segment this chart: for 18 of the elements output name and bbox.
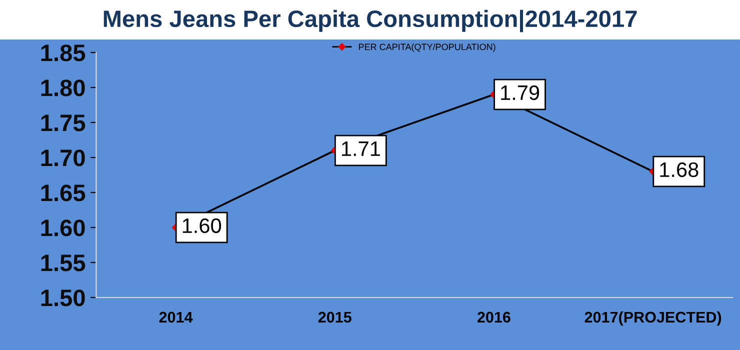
x-tick-label: 2015: [318, 312, 352, 323]
text: 1.85: [41, 44, 86, 62]
text: 1.70: [41, 150, 85, 166]
text: 1.75: [41, 114, 86, 132]
data-label: 1.71: [342, 142, 380, 156]
data-label: 1.68: [660, 162, 698, 178]
x-tick-label: 2017(PROJECTED): [584, 311, 722, 326]
chart-title: Mens Jeans Per Capita Consumption|2014-2017: [104, 10, 637, 32]
legend-label: PER CAPITA(QTY/POPULATION): [358, 43, 496, 52]
data-label: 1.60: [182, 218, 222, 234]
text: 1.50: [41, 290, 85, 306]
x-tick-label: 2016: [477, 312, 510, 323]
text: 1.55: [41, 254, 86, 272]
x-tick-label: 2014: [159, 312, 193, 323]
text: 1.60: [41, 220, 85, 236]
text: 1.65: [41, 184, 86, 202]
data-label: 1.79: [501, 85, 540, 100]
text: 1.80: [41, 80, 85, 96]
